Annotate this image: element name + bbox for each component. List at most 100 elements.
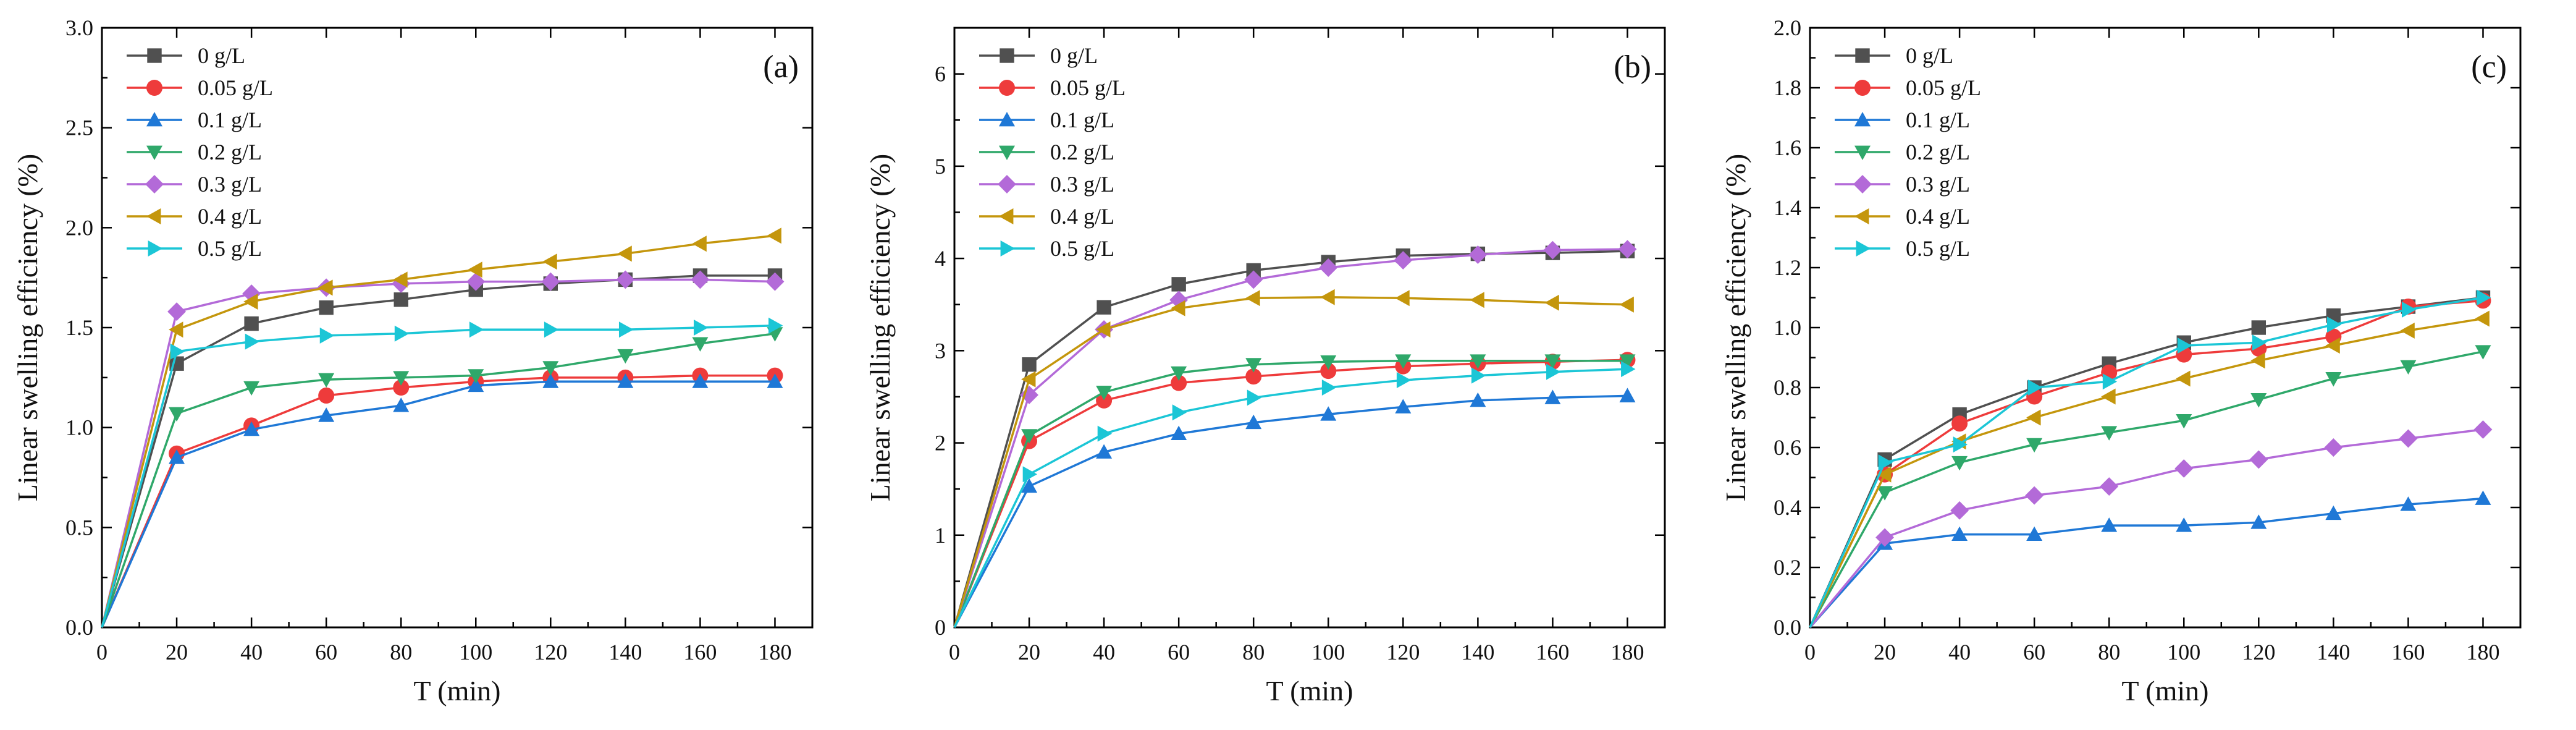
- data-point: [618, 321, 634, 338]
- series-0-05-g-L: [1809, 292, 2491, 628]
- y-tick-label: 0: [935, 615, 946, 640]
- data-point: [2326, 316, 2342, 333]
- data-point: [169, 449, 185, 464]
- legend-marker: [148, 240, 162, 257]
- series-line: [1809, 296, 2483, 628]
- data-point: [2250, 352, 2265, 369]
- x-tick-label: 60: [2023, 640, 2045, 664]
- data-point: [1394, 251, 1413, 270]
- x-tick-label: 160: [1536, 640, 1569, 664]
- series-line: [101, 234, 775, 628]
- data-point: [2400, 496, 2417, 511]
- y-tick-label: 2.0: [1774, 15, 1801, 40]
- y-tick-label: 1.0: [65, 415, 93, 440]
- x-tick-label: 120: [1386, 640, 1420, 664]
- data-point: [1171, 277, 1186, 292]
- data-point: [1619, 296, 1634, 313]
- series-0-4-g-L: [1809, 310, 2490, 628]
- data-point: [1021, 478, 1038, 493]
- legend-label: 0.3 g/L: [1906, 172, 1970, 197]
- panel-label: (a): [763, 49, 799, 85]
- legend: 0 g/L 0.05 g/L 0.1 g/L 0.2 g/L 0.3 g/L 0.4 g/…: [1835, 43, 1981, 261]
- data-point: [2475, 310, 2490, 327]
- legend-marker: [1856, 240, 1871, 257]
- x-tick-label: 100: [459, 640, 492, 664]
- data-point: [2100, 477, 2119, 496]
- x-tick-label: 40: [240, 640, 263, 664]
- data-point: [170, 343, 185, 360]
- data-point: [1951, 415, 1968, 432]
- data-point: [617, 373, 634, 388]
- data-point: [1875, 528, 1895, 547]
- data-point: [1395, 290, 1410, 307]
- legend-marker: [1854, 145, 1871, 160]
- y-tick-label: 3: [935, 338, 946, 363]
- data-point: [1319, 258, 1338, 277]
- data-point: [2249, 450, 2268, 469]
- legend-marker: [146, 145, 162, 160]
- data-point: [616, 270, 635, 289]
- x-tick-label: 100: [1311, 640, 1345, 664]
- series-0-4-g-L: [101, 227, 781, 628]
- data-point: [765, 272, 785, 291]
- data-point: [1619, 354, 1636, 369]
- data-point: [2325, 505, 2342, 520]
- series-0-3-g-L: [953, 240, 1637, 628]
- data-point: [1020, 385, 1039, 404]
- legend-marker: [146, 112, 162, 127]
- y-tick-label: 5: [935, 154, 946, 179]
- x-tick-label: 80: [1242, 640, 1265, 664]
- x-tick-label: 100: [2167, 640, 2200, 664]
- data-point: [1468, 245, 1488, 265]
- data-point: [542, 373, 559, 388]
- x-tick-label: 160: [2391, 640, 2425, 664]
- data-point: [1877, 466, 1892, 483]
- data-point: [767, 227, 781, 244]
- y-tick-label: 1.0: [1774, 315, 1801, 340]
- legend-label: 0.2 g/L: [1906, 140, 1970, 164]
- data-point: [1320, 355, 1337, 370]
- data-point: [692, 337, 709, 352]
- series-line: [1809, 350, 2483, 628]
- y-tick-label: 0.0: [65, 615, 93, 640]
- series-line: [953, 368, 1628, 628]
- legend: 0 g/L 0.05 g/L 0.1 g/L 0.2 g/L 0.3 g/L 0.4 g/…: [979, 43, 1126, 261]
- data-point: [1544, 294, 1559, 311]
- data-point: [1320, 363, 1337, 380]
- data-point: [2400, 322, 2415, 339]
- series-line: [101, 332, 775, 628]
- y-tick-label: 1.6: [1774, 135, 1801, 160]
- data-point: [394, 325, 410, 342]
- x-tick-label: 80: [390, 640, 412, 664]
- x-tick-label: 20: [1874, 640, 1896, 664]
- data-point: [1022, 357, 1037, 372]
- y-tick-label: 0.6: [1774, 435, 1801, 460]
- y-tick-label: 0.2: [1774, 555, 1801, 580]
- data-point: [243, 421, 260, 436]
- chart-panel-3: 0 20 40 60 80 100 120 140 160 180 0.0 0.2 0.4 0.6 0.8 1…: [1720, 15, 2522, 707]
- data-point: [1096, 386, 1113, 401]
- legend-label: 0.4 g/L: [1050, 204, 1114, 229]
- data-point: [243, 293, 258, 310]
- series-0-5-g-L: [953, 361, 1636, 628]
- x-axis-title: T (min): [414, 675, 501, 707]
- data-point: [2400, 360, 2417, 375]
- x-tick-label: 80: [2098, 640, 2120, 664]
- data-point: [2177, 337, 2192, 354]
- legend-label: 0 g/L: [1050, 43, 1098, 68]
- data-point: [1171, 375, 1187, 391]
- data-point: [1171, 300, 1185, 316]
- series-0-2-g-L: [1809, 345, 2491, 628]
- legend-marker: [1854, 80, 1871, 96]
- series-line: [953, 248, 1628, 628]
- data-point: [1096, 444, 1113, 459]
- data-point: [1096, 392, 1113, 409]
- data-point: [1320, 406, 1337, 421]
- data-point: [2250, 393, 2267, 408]
- y-tick-label: 2.0: [65, 215, 93, 240]
- data-point: [2325, 372, 2342, 387]
- x-tick-label: 140: [608, 640, 642, 664]
- data-point: [694, 320, 709, 336]
- y-tick-label: 1.4: [1774, 195, 1801, 220]
- data-point: [393, 371, 410, 386]
